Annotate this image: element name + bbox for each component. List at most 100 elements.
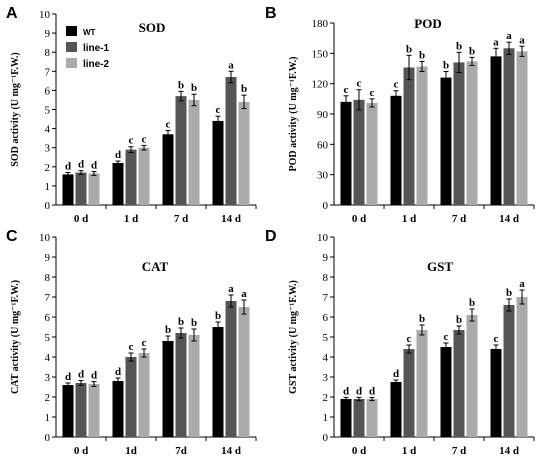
y-tick-label: 120 [312, 79, 329, 91]
bar-line-2 [188, 99, 200, 205]
bar-line-1 [503, 48, 515, 206]
legend-swatch [66, 42, 77, 52]
y-tick-label: 0 [45, 200, 51, 212]
significance-letter: b [419, 49, 425, 61]
y-tick-label: 10 [317, 232, 329, 244]
x-tick-label: 1 d [124, 213, 138, 225]
significance-letter: a [506, 30, 512, 42]
bar-line-1 [403, 67, 415, 205]
bar-line-2 [416, 330, 428, 437]
bar-wt [440, 77, 452, 205]
bar-line-2 [366, 399, 378, 437]
x-tick-label: 1 d [402, 445, 416, 457]
y-tick-label: 8 [323, 272, 329, 284]
y-tick-label: 6 [45, 312, 51, 324]
x-tick-label: 0 d [352, 213, 366, 225]
bar-line-2 [188, 335, 200, 437]
significance-letter: c [494, 333, 499, 345]
significance-letter: a [519, 34, 525, 46]
significance-letter: c [166, 119, 171, 131]
significance-letter: b [191, 82, 197, 94]
significance-letter: b [456, 40, 462, 52]
significance-letter: d [91, 160, 97, 172]
significance-letter: b [178, 79, 184, 91]
bar-wt [340, 101, 352, 205]
y-tick-label: 4 [45, 124, 51, 136]
y-tick-label: 5 [323, 332, 329, 344]
bar-line-1 [353, 99, 365, 205]
x-tick-label: 0 d [74, 445, 88, 457]
bar-line-2 [88, 384, 100, 437]
y-axis-label: CAT activity (U mg⁻¹F.W.) [10, 280, 21, 394]
y-tick-label: 7 [323, 292, 329, 304]
x-tick-label: 1 d [402, 213, 416, 225]
y-tick-label: 0 [323, 432, 329, 444]
significance-letter: b [191, 317, 197, 329]
significance-letter: b [419, 313, 425, 325]
chart-panel-c: C CAT CAT activity (U mg⁻¹F.W.) 0 1 2 3 4 5 6 7 8 9 1… [6, 228, 257, 457]
chart-title: SOD [139, 20, 166, 35]
y-axis-label: POD activity (U mg⁻¹F.W.) [288, 56, 299, 171]
significance-letter: b [443, 60, 449, 72]
significance-letter: b [456, 314, 462, 326]
significance-letter: b [469, 45, 475, 57]
bar-wt [390, 95, 402, 205]
x-tick-label: 7 d [174, 213, 188, 225]
x-tick-label: 7 d [452, 445, 466, 457]
bar-line-1 [353, 399, 365, 437]
bar-line-2 [466, 315, 478, 437]
y-tick-label: 180 [312, 18, 329, 30]
chart-title: CAT [142, 259, 169, 274]
y-tick-label: 1 [323, 412, 329, 424]
x-tick-label: 14 d [221, 445, 241, 457]
bar-line-2 [416, 66, 428, 205]
panel-letter: B [265, 5, 277, 22]
bar-line-1 [175, 96, 187, 205]
significance-letter: a [241, 288, 247, 300]
y-tick-label: 60 [317, 139, 329, 151]
x-tick-label: 7 d [452, 213, 466, 225]
y-tick-label: 9 [45, 28, 51, 40]
bar-wt [62, 174, 74, 205]
y-tick-label: 30 [317, 170, 329, 182]
bar-line-1 [175, 333, 187, 437]
bar-wt [112, 162, 124, 205]
bar-line-1 [75, 383, 87, 437]
bar-wt [440, 347, 452, 437]
significance-letter: d [369, 385, 375, 397]
legend-swatch [66, 58, 77, 68]
significance-letter: a [493, 36, 499, 48]
chart-panel-a: A SOD SOD activity (U mg⁻¹F.W.) 0 1 2 3 4 5 6 7 8 9 1… [6, 5, 257, 225]
significance-letter: d [356, 385, 362, 397]
y-tick-label: 0 [45, 432, 51, 444]
y-tick-label: 1 [45, 412, 51, 424]
significance-letter: d [91, 370, 97, 382]
y-axis-label: SOD activity (U mg⁻¹F.W.) [10, 52, 21, 166]
x-tick-label: 0 d [352, 445, 366, 457]
y-tick-label: 5 [45, 332, 51, 344]
panel-letter: C [6, 228, 18, 245]
significance-letter: c [216, 104, 221, 116]
y-tick-label: 10 [39, 232, 51, 244]
bar-line-2 [138, 147, 150, 205]
significance-letter: c [344, 84, 349, 96]
y-tick-label: 3 [323, 372, 329, 384]
chart-title: GST [427, 259, 453, 274]
chart-panel-b: B POD POD activity (U mg⁻¹F.W.) 0 30 60 90 120 1… [265, 5, 535, 225]
significance-letter: c [357, 78, 362, 90]
y-tick-label: 150 [312, 48, 329, 60]
significance-letter: a [519, 278, 525, 290]
panel-letter: D [265, 228, 277, 245]
significance-letter: c [407, 333, 412, 345]
y-tick-label: 10 [39, 9, 51, 21]
y-tick-label: 2 [45, 392, 51, 404]
chart-title: POD [414, 16, 441, 31]
y-tick-label: 8 [45, 272, 51, 284]
bar-wt [162, 134, 174, 205]
bar-wt [162, 341, 174, 437]
significance-letter: a [228, 59, 234, 71]
significance-letter: b [406, 43, 412, 55]
bar-wt [112, 381, 124, 437]
y-tick-label: 6 [323, 312, 329, 324]
significance-letter: b [178, 316, 184, 328]
